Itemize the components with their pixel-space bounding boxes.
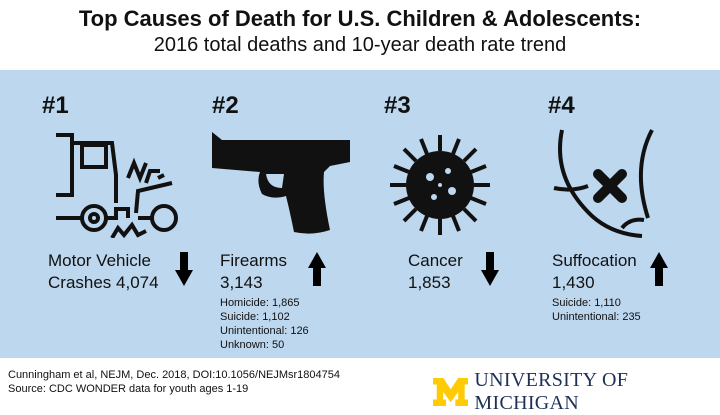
- block-m-logo: [433, 378, 469, 406]
- cause-label-4: Suffocation 1,430: [552, 250, 637, 294]
- trend-down-arrow-icon: [481, 252, 499, 286]
- detail-homicide: Homicide: 1,865: [220, 297, 300, 309]
- detail-unintentional: Unintentional: 235: [552, 311, 641, 323]
- trend-up-arrow-icon: [308, 252, 326, 286]
- rank-4: #4: [548, 92, 575, 119]
- handgun-icon: [212, 132, 350, 234]
- cause-label-3: Cancer 1,853: [408, 250, 463, 294]
- rank-3: #3: [384, 92, 411, 119]
- page-title: Top Causes of Death for U.S. Children & …: [78, 6, 642, 31]
- cause-label-2: Firearms 3,143: [220, 250, 287, 294]
- cause-total: 1,430: [552, 273, 595, 292]
- detail-suicide: Suicide: 1,110: [552, 297, 621, 309]
- cause-total: 1,853: [408, 273, 451, 292]
- rank-1: #1: [42, 92, 69, 119]
- suffocation-breakdown: Suicide: 1,110 Unintentional: 235: [552, 296, 641, 324]
- causes-panel: [0, 70, 720, 358]
- university-name: UNIVERSITY OF MICHIGAN: [474, 369, 629, 414]
- footer-citation: Cunningham et al, NEJM, Dec. 2018, DOI:1…: [8, 368, 340, 396]
- car-crash-icon: [56, 133, 178, 238]
- cause-total: Crashes 4,074: [48, 273, 159, 292]
- cause-name: Cancer: [408, 251, 463, 270]
- firearms-breakdown: Homicide: 1,865 Suicide: 1,102 Unintenti…: [220, 296, 309, 352]
- cause-label-1: Motor Vehicle Crashes 4,074: [48, 250, 159, 294]
- cause-name: Motor Vehicle: [48, 251, 151, 270]
- rank-2: #2: [212, 92, 239, 119]
- detail-unknown: Unknown: 50: [220, 339, 285, 351]
- page-subtitle: 2016 total deaths and 10-year death rate…: [153, 34, 567, 56]
- detail-suicide: Suicide: 1,102: [220, 311, 290, 323]
- detail-unintentional: Unintentional: 126: [220, 325, 309, 337]
- suffocation-icon: [553, 129, 654, 238]
- citation: Cunningham et al, NEJM, Dec. 2018, DOI:1…: [8, 369, 341, 381]
- trend-down-arrow-icon: [175, 252, 193, 286]
- cancer-cell-icon: [390, 135, 490, 235]
- cause-total: 3,143: [220, 273, 263, 292]
- cause-name: Firearms: [220, 251, 288, 270]
- cause-name: Suffocation: [552, 251, 637, 270]
- university-logo: UNIVERSITY OF MICHIGAN: [433, 369, 720, 415]
- source: Source: CDC WONDER data for youth ages 1…: [8, 383, 249, 395]
- trend-up-arrow-icon: [650, 252, 668, 286]
